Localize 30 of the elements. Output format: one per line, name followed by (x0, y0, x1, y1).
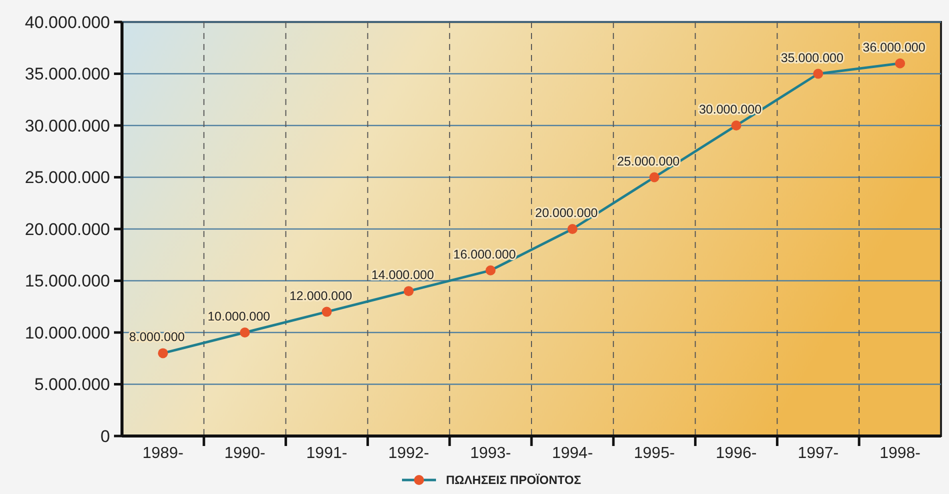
x-tick-label: 1994- (552, 445, 593, 462)
data-label: 20.000.000 (535, 206, 598, 220)
x-tick-label: 1990- (224, 445, 266, 462)
y-tick-label: 0 (100, 426, 110, 446)
y-tick-label: 5.000.000 (34, 375, 110, 394)
x-tick-label: 1989- (142, 445, 184, 462)
data-label: 14.000.000 (371, 268, 434, 282)
data-label: 12.000.000 (289, 288, 352, 303)
y-tick-label: 10.000.000 (24, 323, 110, 342)
x-tick-label: 1996- (716, 445, 757, 462)
data-label: 8.000.000 (129, 330, 185, 344)
data-label: 10.000.000 (208, 310, 270, 324)
data-label: 36.000.000 (862, 40, 926, 54)
data-label: 16.000.000 (453, 247, 516, 262)
x-tick-label: 1992- (388, 445, 430, 462)
y-tick-label: 40.000.000 (24, 12, 110, 32)
y-tick-label: 20.000.000 (24, 220, 110, 239)
data-label: 35.000.000 (780, 50, 844, 65)
data-label: 25.000.000 (617, 154, 680, 168)
y-tick-label: 15.000.000 (24, 272, 110, 291)
x-tick-label: 1998- (880, 445, 921, 462)
x-tick-label: 1991- (306, 445, 348, 462)
y-tick-label: 30.000.000 (24, 116, 110, 136)
x-tick-label: 1995- (634, 445, 675, 462)
y-tick-label: 35.000.000 (24, 64, 110, 84)
y-tick-label: 25.000.000 (24, 168, 110, 188)
legend-label: ΠΩΛΗΣΕΙΣ ΠΡΟΪΟΝΤΟΣ (446, 473, 582, 488)
x-tick-label: 1993- (470, 445, 512, 462)
x-tick-label: 1997- (798, 445, 839, 462)
data-label: 30.000.000 (698, 102, 762, 116)
